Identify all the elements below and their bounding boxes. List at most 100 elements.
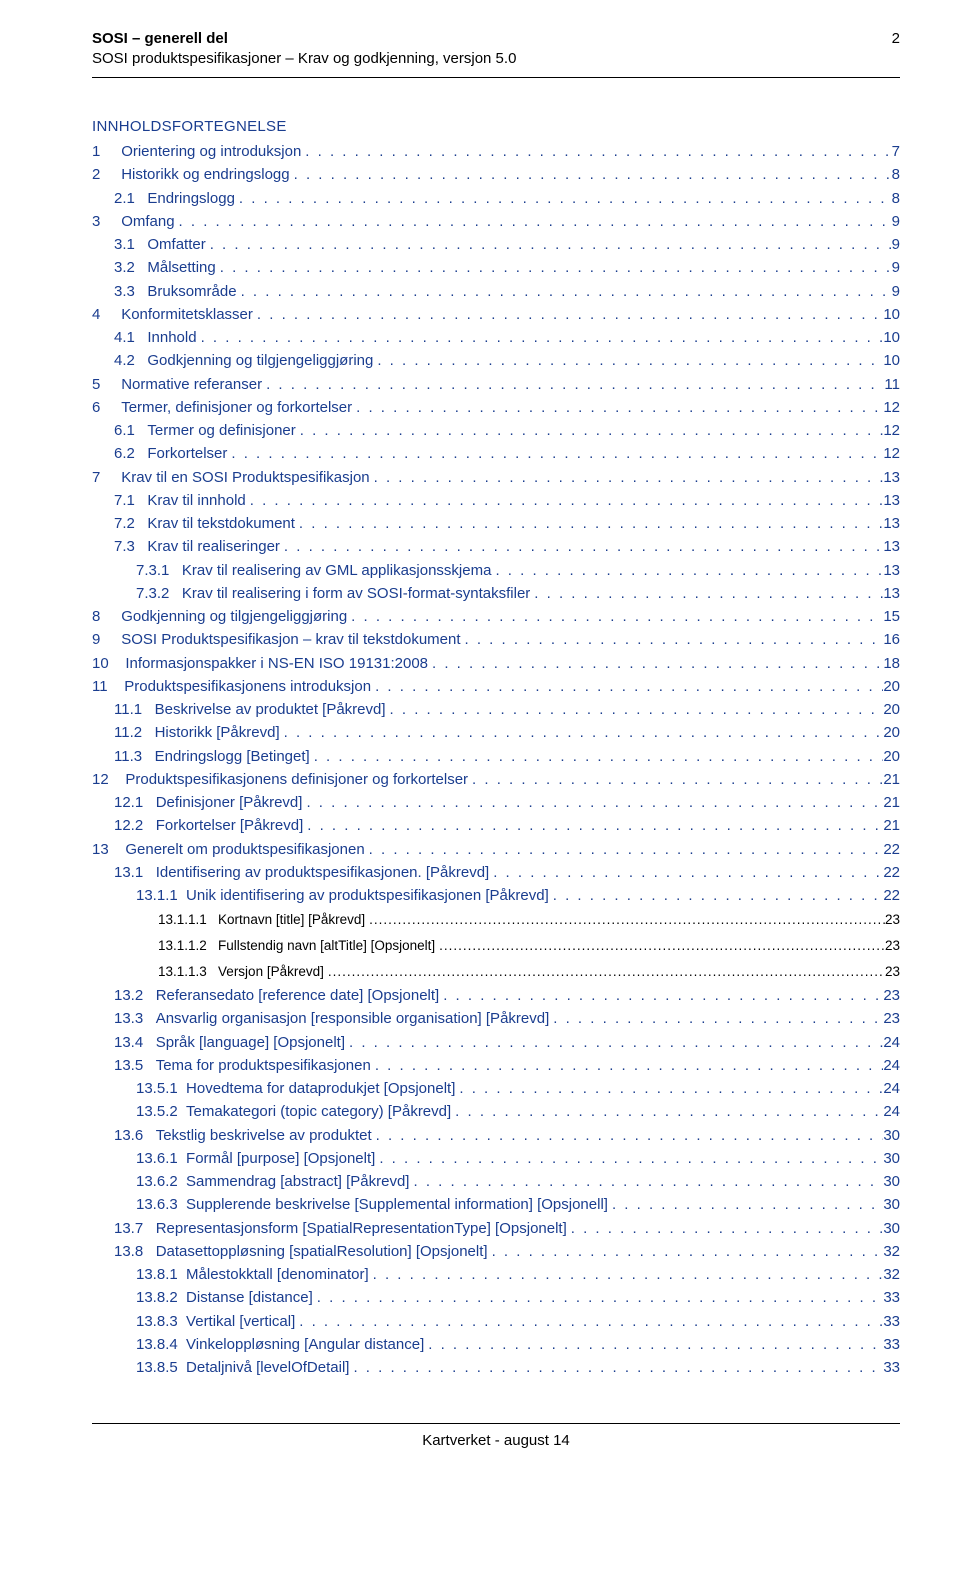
toc-entry-dots: . . . . . . . . . . . . . . . . . . . . … <box>567 1217 884 1240</box>
toc-entry-dots: . . . . . . . . . . . . . . . . . . . . … <box>235 187 892 210</box>
toc-entry-number: 11.3 <box>114 745 155 768</box>
toc-entry: 13.5.2 Temakategori (topic category) [På… <box>92 1100 900 1123</box>
toc-entry-number: 4.1 <box>114 326 147 349</box>
toc-entry: 7 Krav til en SOSI Produktspesifikasjon.… <box>92 466 900 489</box>
toc-entry-number: 13.6 <box>114 1124 156 1147</box>
toc-entry-number: 13.8.1 <box>136 1263 186 1286</box>
toc-entry: 13.3 Ansvarlig organisasjon [responsible… <box>92 1007 900 1030</box>
toc-entry-text: Beskrivelse av produktet [Påkrevd] <box>155 698 386 721</box>
toc-entry-text: Omfang <box>121 210 174 233</box>
toc-entry-text: Supplerende beskrivelse [Supplemental in… <box>186 1193 608 1216</box>
toc-entry-number: 13.1.1 <box>136 884 186 907</box>
toc-entry-dots: . . . . . . . . . . . . . . . . . . . . … <box>451 1100 883 1123</box>
toc-entry-text: Krav til realiseringer <box>147 535 280 558</box>
toc-entry-page: 9 <box>892 256 900 279</box>
toc-entry-page: 33 <box>883 1333 900 1356</box>
toc-entry-number: 2.1 <box>114 187 147 210</box>
toc-entry: 13.8.3 Vertikal [vertical]. . . . . . . … <box>92 1310 900 1333</box>
toc-entry-page: 30 <box>883 1124 900 1147</box>
toc-entry: 13.6 Tekstlig beskrivelse av produktet. … <box>92 1124 900 1147</box>
toc-entry-text: Kortnavn [title] [Påkrevd] <box>218 907 365 933</box>
toc-entry-dots: . . . . . . . . . . . . . . . . . . . . … <box>206 233 892 256</box>
toc-entry-dots: . . . . . . . . . . . . . . . . . . . . … <box>365 838 884 861</box>
toc-entry: 5 Normative referanser. . . . . . . . . … <box>92 373 900 396</box>
toc-entry-number: 13.3 <box>114 1007 156 1030</box>
toc-entry: 7.2 Krav til tekstdokument. . . . . . . … <box>92 512 900 535</box>
toc-entry: 3 Omfang. . . . . . . . . . . . . . . . … <box>92 210 900 233</box>
toc-entry: 13.6.2 Sammendrag [abstract] [Påkrevd]. … <box>92 1170 900 1193</box>
toc-entry-dots: . . . . . . . . . . . . . . . . . . . . … <box>373 349 883 372</box>
toc-entry-number: 6 <box>92 396 121 419</box>
toc-entry-number: 13.1.1.3 <box>158 959 218 985</box>
toc-entry-dots: . . . . . . . . . . . . . . . . . . . . … <box>295 1310 883 1333</box>
toc-entry-dots: . . . . . . . . . . . . . . . . . . . . … <box>608 1193 883 1216</box>
toc-entry-number: 3.1 <box>114 233 147 256</box>
toc-entry-number: 6.2 <box>114 442 147 465</box>
toc-entry-page: 12 <box>883 419 900 442</box>
toc-entry-number: 4 <box>92 303 121 326</box>
toc-entry-text: Målsetting <box>147 256 215 279</box>
toc-entry: 4.1 Innhold. . . . . . . . . . . . . . .… <box>92 326 900 349</box>
toc-entry-number: 13.5 <box>114 1054 156 1077</box>
toc-entry-page: 10 <box>883 326 900 349</box>
toc-entry-page: 33 <box>883 1310 900 1333</box>
toc-entry: 9 SOSI Produktspesifikasjon – krav til t… <box>92 628 900 651</box>
toc-entry-page: 23 <box>883 1007 900 1030</box>
toc-entry-page: 24 <box>883 1100 900 1123</box>
toc-entry-text: Termer, definisjoner og forkortelser <box>121 396 352 419</box>
toc-entry: 11 Produktspesifikasjonens introduksjon.… <box>92 675 900 698</box>
toc-entry-dots: ........................................… <box>365 907 885 933</box>
toc-entry: 7.3.1 Krav til realisering av GML applik… <box>92 559 900 582</box>
toc-entry-dots: ........................................… <box>435 933 885 959</box>
toc-entry-page: 8 <box>892 187 900 210</box>
toc-entry-number: 13 <box>92 838 125 861</box>
toc-entry-number: 7 <box>92 466 121 489</box>
toc-entry-dots: . . . . . . . . . . . . . . . . . . . . … <box>347 605 883 628</box>
toc-entry-dots: . . . . . . . . . . . . . . . . . . . . … <box>372 1124 884 1147</box>
toc-entry-page: 22 <box>883 838 900 861</box>
toc-entry-number: 5 <box>92 373 121 396</box>
toc-entry-text: Formål [purpose] [Opsjonelt] <box>186 1147 375 1170</box>
toc-entry-number: 12.1 <box>114 791 156 814</box>
toc-entry-number: 13.8 <box>114 1240 156 1263</box>
toc-entry-text: Detaljnivå [levelOfDetail] <box>186 1356 349 1379</box>
toc-entry-text: Krav til en SOSI Produktspesifikasjon <box>121 466 369 489</box>
toc-entry-text: Versjon [Påkrevd] <box>218 959 324 985</box>
toc-entry-text: Krav til innhold <box>147 489 245 512</box>
toc-entry-number: 1 <box>92 140 121 163</box>
toc-entry-page: 24 <box>883 1077 900 1100</box>
toc-entry-page: 32 <box>883 1263 900 1286</box>
toc-entry-number: 7.1 <box>114 489 147 512</box>
toc-entry: 11.1 Beskrivelse av produktet [Påkrevd].… <box>92 698 900 721</box>
toc-entry: 13.1 Identifisering av produktspesifikas… <box>92 861 900 884</box>
toc-entry-dots: . . . . . . . . . . . . . . . . . . . . … <box>280 535 883 558</box>
toc-entry-page: 7 <box>892 140 900 163</box>
toc-entry-page: 30 <box>883 1170 900 1193</box>
toc-entry-dots: . . . . . . . . . . . . . . . . . . . . … <box>386 698 884 721</box>
toc-entry-page: 32 <box>883 1240 900 1263</box>
toc-entry-number: 2 <box>92 163 121 186</box>
toc-entry-dots: . . . . . . . . . . . . . . . . . . . . … <box>530 582 883 605</box>
toc-entry: 6 Termer, definisjoner og forkortelser. … <box>92 396 900 419</box>
toc-entry-text: Vertikal [vertical] <box>186 1310 295 1333</box>
toc-entry-text: Normative referanser <box>121 373 262 396</box>
toc-entry: 13 Generelt om produktspesifikasjonen. .… <box>92 838 900 861</box>
toc-entry-text: Identifisering av produktspesifikasjonen… <box>156 861 490 884</box>
toc-entry-dots: . . . . . . . . . . . . . . . . . . . . … <box>461 628 884 651</box>
toc-entry-text: Informasjonspakker i NS-EN ISO 19131:200… <box>125 652 428 675</box>
page-header: SOSI – generell del 2 <box>92 30 900 47</box>
toc-entry-dots: . . . . . . . . . . . . . . . . . . . . … <box>352 396 883 419</box>
toc-entry-dots: . . . . . . . . . . . . . . . . . . . . … <box>295 512 883 535</box>
toc-entry: 13.5.1 Hovedtema for dataprodukjet [Opsj… <box>92 1077 900 1100</box>
toc-entry-page: 20 <box>883 721 900 744</box>
toc-entry-number: 13.8.2 <box>136 1286 186 1309</box>
toc-entry-dots: . . . . . . . . . . . . . . . . . . . . … <box>175 210 892 233</box>
toc-entry-dots: . . . . . . . . . . . . . . . . . . . . … <box>488 1240 884 1263</box>
toc-entry-page: 11 <box>884 373 900 396</box>
toc-entry-text: Termer og definisjoner <box>147 419 295 442</box>
toc-entry: 13.8.1 Målestokktall [denominator]. . . … <box>92 1263 900 1286</box>
toc-entry-page: 23 <box>885 933 900 959</box>
toc-entry: 7.1 Krav til innhold. . . . . . . . . . … <box>92 489 900 512</box>
toc-entry: 13.1.1 Unik identifisering av produktspe… <box>92 884 900 907</box>
toc-entry-text: Representasjonsform [SpatialRepresentati… <box>156 1217 567 1240</box>
